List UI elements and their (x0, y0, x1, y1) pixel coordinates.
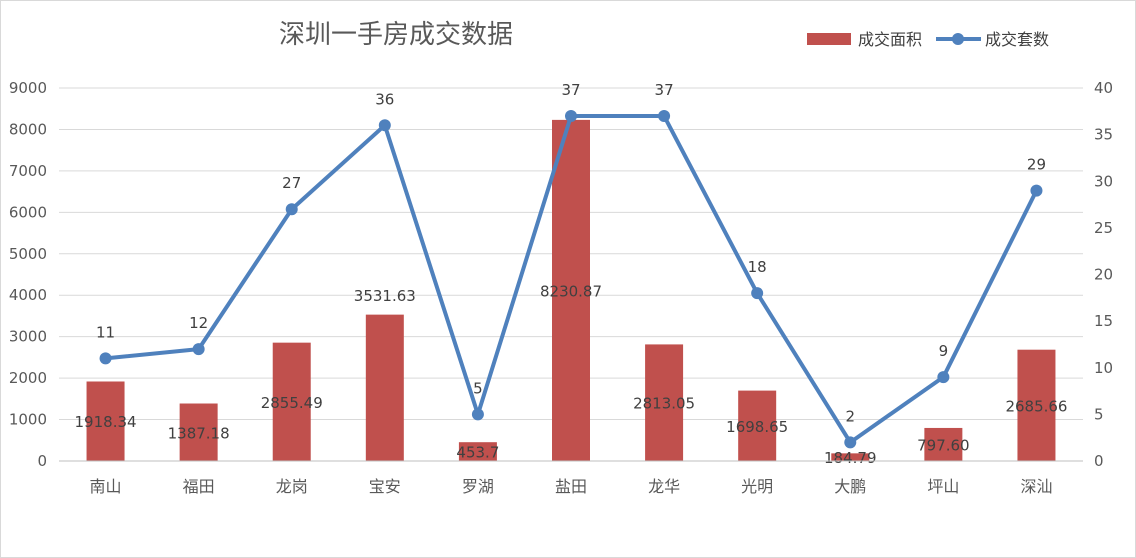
bar-data-label: 797.60 (917, 436, 970, 454)
line-data-label: 11 (96, 323, 115, 341)
legend-swatch-bar (807, 33, 851, 45)
line-data-label: 9 (939, 342, 949, 360)
y-left-tick-label: 4000 (9, 286, 47, 304)
y-left-tick-label: 3000 (9, 328, 47, 346)
legend-label-bar: 成交面积 (858, 30, 922, 49)
chart-title: 深圳一手房成交数据 (279, 20, 513, 50)
line-point (99, 352, 112, 365)
line-point (471, 408, 484, 421)
line-point (751, 287, 764, 300)
line-data-label: 37 (655, 81, 674, 99)
bar-data-label: 2855.49 (261, 394, 323, 412)
y-left-tick-label: 0 (37, 452, 47, 470)
line-data-label: 37 (561, 81, 580, 99)
line-point (565, 109, 577, 122)
line-point (937, 371, 950, 384)
y-right-tick-label: 5 (1094, 405, 1104, 423)
y-right-tick-label: 20 (1094, 266, 1113, 284)
data-labels: 1918.34 1387.18 2855.49 3531.63 453.7 8230.87… (75, 81, 1068, 467)
legend: 成交面积 成交套数 (807, 30, 1049, 49)
x-tick-label: 罗湖 (462, 477, 494, 496)
y-left-tick-label: 5000 (9, 245, 47, 263)
x-tick-label: 深汕 (1020, 477, 1052, 496)
line-data-label: 5 (473, 379, 483, 397)
x-tick-label: 南山 (90, 477, 122, 496)
y-right-tick-label: 30 (1094, 172, 1113, 190)
bar (738, 390, 777, 461)
x-tick-label: 福田 (183, 477, 215, 496)
y-left-tick-label: 2000 (9, 369, 47, 387)
bar-data-label: 184.79 (824, 449, 877, 467)
x-tick-label: 坪山 (927, 477, 959, 496)
bar-data-label: 1387.18 (168, 424, 230, 442)
x-tick-label: 龙华 (648, 477, 680, 496)
line-series (99, 109, 1043, 449)
y-right-tick-label: 10 (1094, 359, 1113, 377)
bar (365, 314, 404, 461)
bar-data-label: 453.7 (456, 444, 499, 462)
line-point (1030, 184, 1043, 197)
line-data-label: 36 (375, 90, 394, 108)
legend-marker-line (952, 33, 964, 45)
y-right-tick-label: 15 (1094, 312, 1113, 330)
line-point (378, 119, 391, 132)
bar-data-label: 2685.66 (1005, 397, 1067, 415)
bar (179, 403, 218, 461)
x-tick-label: 宝安 (369, 477, 401, 496)
bar-data-label: 1698.65 (726, 418, 788, 436)
x-tick-label: 龙岗 (276, 477, 308, 496)
y-left-tick-label: 7000 (9, 162, 47, 180)
line-data-label: 29 (1027, 156, 1046, 174)
bar (924, 427, 963, 461)
bar-data-label: 2813.05 (633, 395, 695, 413)
bar (645, 344, 684, 461)
bar (272, 342, 311, 461)
line-point (192, 343, 205, 356)
line-point (844, 436, 857, 449)
x-tick-label: 大鹏 (834, 477, 866, 496)
line-data-label: 27 (282, 174, 301, 192)
y-right-tick-label: 35 (1094, 126, 1113, 144)
line-data-label: 18 (748, 258, 767, 276)
bar (86, 381, 125, 461)
y-left-tick-label: 1000 (9, 411, 47, 429)
y-left-tick-label: 6000 (9, 203, 47, 221)
bar (552, 119, 590, 462)
line-point (658, 109, 671, 122)
bar-data-label: 1918.34 (75, 413, 137, 431)
bar (831, 453, 870, 461)
y-right-tick-label: 40 (1094, 79, 1113, 97)
y-left-tick-label: 9000 (9, 79, 47, 97)
y-right-tick-label: 0 (1094, 452, 1104, 470)
legend-label-line: 成交套数 (985, 30, 1049, 49)
x-tick-label: 盐田 (555, 477, 587, 496)
bar (458, 442, 497, 461)
bar-data-label: 3531.63 (354, 287, 416, 305)
y-right-tick-label: 25 (1094, 219, 1113, 237)
line-point (285, 203, 298, 216)
bar-series (86, 119, 1056, 462)
axes: 0100020003000400050006000700080009000051… (9, 79, 1113, 496)
bar (1017, 349, 1056, 461)
x-tick-label: 光明 (741, 477, 773, 496)
y-left-tick-label: 8000 (9, 120, 47, 138)
line-data-label: 2 (845, 407, 855, 425)
line-data-label: 12 (189, 314, 208, 332)
bar-data-label: 8230.87 (540, 282, 602, 300)
